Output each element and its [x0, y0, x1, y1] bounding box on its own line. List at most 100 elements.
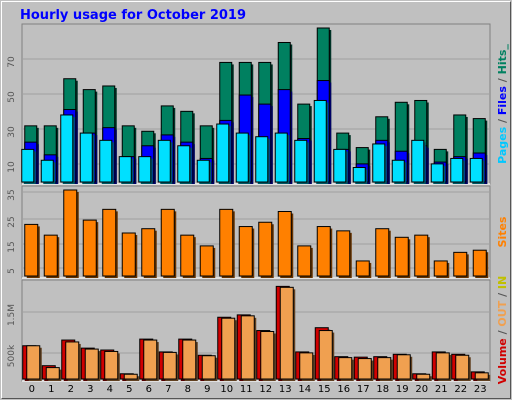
bar-pages — [157, 139, 171, 183]
y-axis-label-requests: Pages / Files / Hits_ — [496, 44, 510, 164]
bar-sites — [316, 226, 331, 277]
x-tick-label: 21 — [435, 384, 448, 395]
bar-out — [279, 286, 294, 380]
bar-sites — [141, 228, 156, 277]
x-tick-label: 9 — [204, 384, 210, 395]
bar-out — [104, 350, 119, 380]
bar-out — [338, 357, 353, 380]
bar-pages — [118, 156, 132, 183]
x-tick-label: 16 — [337, 384, 350, 395]
bar-out — [357, 358, 372, 380]
bar-sites — [160, 208, 175, 277]
bar-pages — [21, 148, 35, 183]
bar-pages — [274, 132, 288, 183]
bar-sites — [336, 230, 351, 277]
bar-out — [318, 330, 333, 380]
bar-out — [396, 354, 411, 380]
x-tick-label: 14 — [298, 384, 311, 395]
y-tick-label: 1.5M — [7, 304, 17, 326]
bar-out — [474, 372, 489, 380]
y-axis-label-part: OUT — [496, 300, 509, 327]
bar-pages — [450, 157, 464, 183]
x-tick-label: 2 — [68, 384, 74, 395]
y-tick-label: 15 — [7, 241, 17, 252]
bar-out — [221, 317, 236, 380]
bar-pages — [196, 159, 210, 183]
x-tick-label: 18 — [376, 384, 389, 395]
bar-out — [162, 351, 177, 380]
bar-sites — [199, 245, 214, 277]
x-tick-label: 7 — [165, 384, 171, 395]
x-tick-label: 0 — [29, 384, 35, 395]
y-axis-label-part: / — [496, 326, 509, 339]
x-tick-label: 12 — [259, 384, 272, 395]
bar-out — [299, 352, 314, 380]
bar-pages — [255, 136, 269, 183]
bar-sites — [297, 245, 312, 277]
bar-pages — [294, 139, 308, 183]
x-tick-label: 3 — [87, 384, 93, 395]
bar-pages — [313, 99, 327, 183]
bar-sites — [258, 221, 273, 277]
y-tick-label: 5 — [7, 268, 17, 274]
panel-sites — [21, 185, 491, 279]
x-tick-label: 20 — [415, 384, 428, 395]
y-axis-label-part: Volume — [496, 338, 509, 385]
bar-out — [416, 373, 431, 380]
bar-pages — [391, 159, 405, 183]
bar-pages — [40, 159, 54, 183]
bar-out — [260, 331, 275, 380]
y-axis-label-part: Files — [496, 86, 509, 116]
bar-out — [201, 355, 216, 380]
bar-pages — [216, 123, 230, 183]
bar-pages — [469, 157, 483, 183]
x-tick-label: 15 — [318, 384, 331, 395]
bar-pages — [79, 132, 93, 183]
bar-out — [182, 339, 197, 380]
x-tick-label: 19 — [396, 384, 409, 395]
y-axis-label-part: Hits_ — [496, 44, 509, 75]
y-axis-label-part: / — [496, 115, 509, 127]
bar-pages — [99, 139, 113, 183]
x-tick-label: 6 — [146, 384, 152, 395]
y-tick-label: 70 — [7, 56, 17, 68]
bar-sites — [82, 219, 97, 277]
y-tick-label: 500k — [7, 344, 17, 367]
x-tick-label: 23 — [474, 384, 487, 395]
bar-sites — [394, 236, 409, 277]
x-tick-label: 4 — [107, 384, 113, 395]
bar-sites — [180, 234, 195, 277]
y-axis-label-part: / — [496, 289, 509, 301]
bar-pages — [138, 156, 152, 183]
x-tick-label: 11 — [240, 384, 253, 395]
y-tick-label: 25 — [7, 216, 17, 227]
bar-sites — [219, 208, 234, 277]
y-tick-label: 35 — [7, 189, 17, 200]
bar-sites — [355, 260, 370, 277]
x-tick-label: 8 — [185, 384, 191, 395]
bar-pages — [352, 167, 366, 183]
bar-out — [26, 345, 41, 380]
x-tick-label: 1 — [48, 384, 54, 395]
bar-out — [435, 352, 450, 380]
bar-sites — [24, 223, 39, 277]
bar-sites — [121, 232, 136, 277]
x-tick-label: 13 — [279, 384, 292, 395]
bar-out — [240, 315, 255, 380]
x-tick-label: 22 — [454, 384, 467, 395]
bar-pages — [430, 163, 444, 183]
y-axis-label-part: / — [496, 74, 509, 87]
bar-out — [455, 354, 470, 380]
bar-sites — [102, 208, 117, 277]
bar-pages — [333, 148, 347, 183]
bar-sites — [472, 249, 487, 277]
y-tick-label: 30 — [7, 126, 17, 138]
bar-sites — [238, 226, 253, 277]
bar-out — [84, 348, 99, 380]
bar-out — [123, 373, 138, 380]
bar-sites — [433, 260, 448, 277]
x-tick-label: 5 — [126, 384, 132, 395]
bar-sites — [63, 189, 78, 277]
bar-pages — [411, 139, 425, 183]
